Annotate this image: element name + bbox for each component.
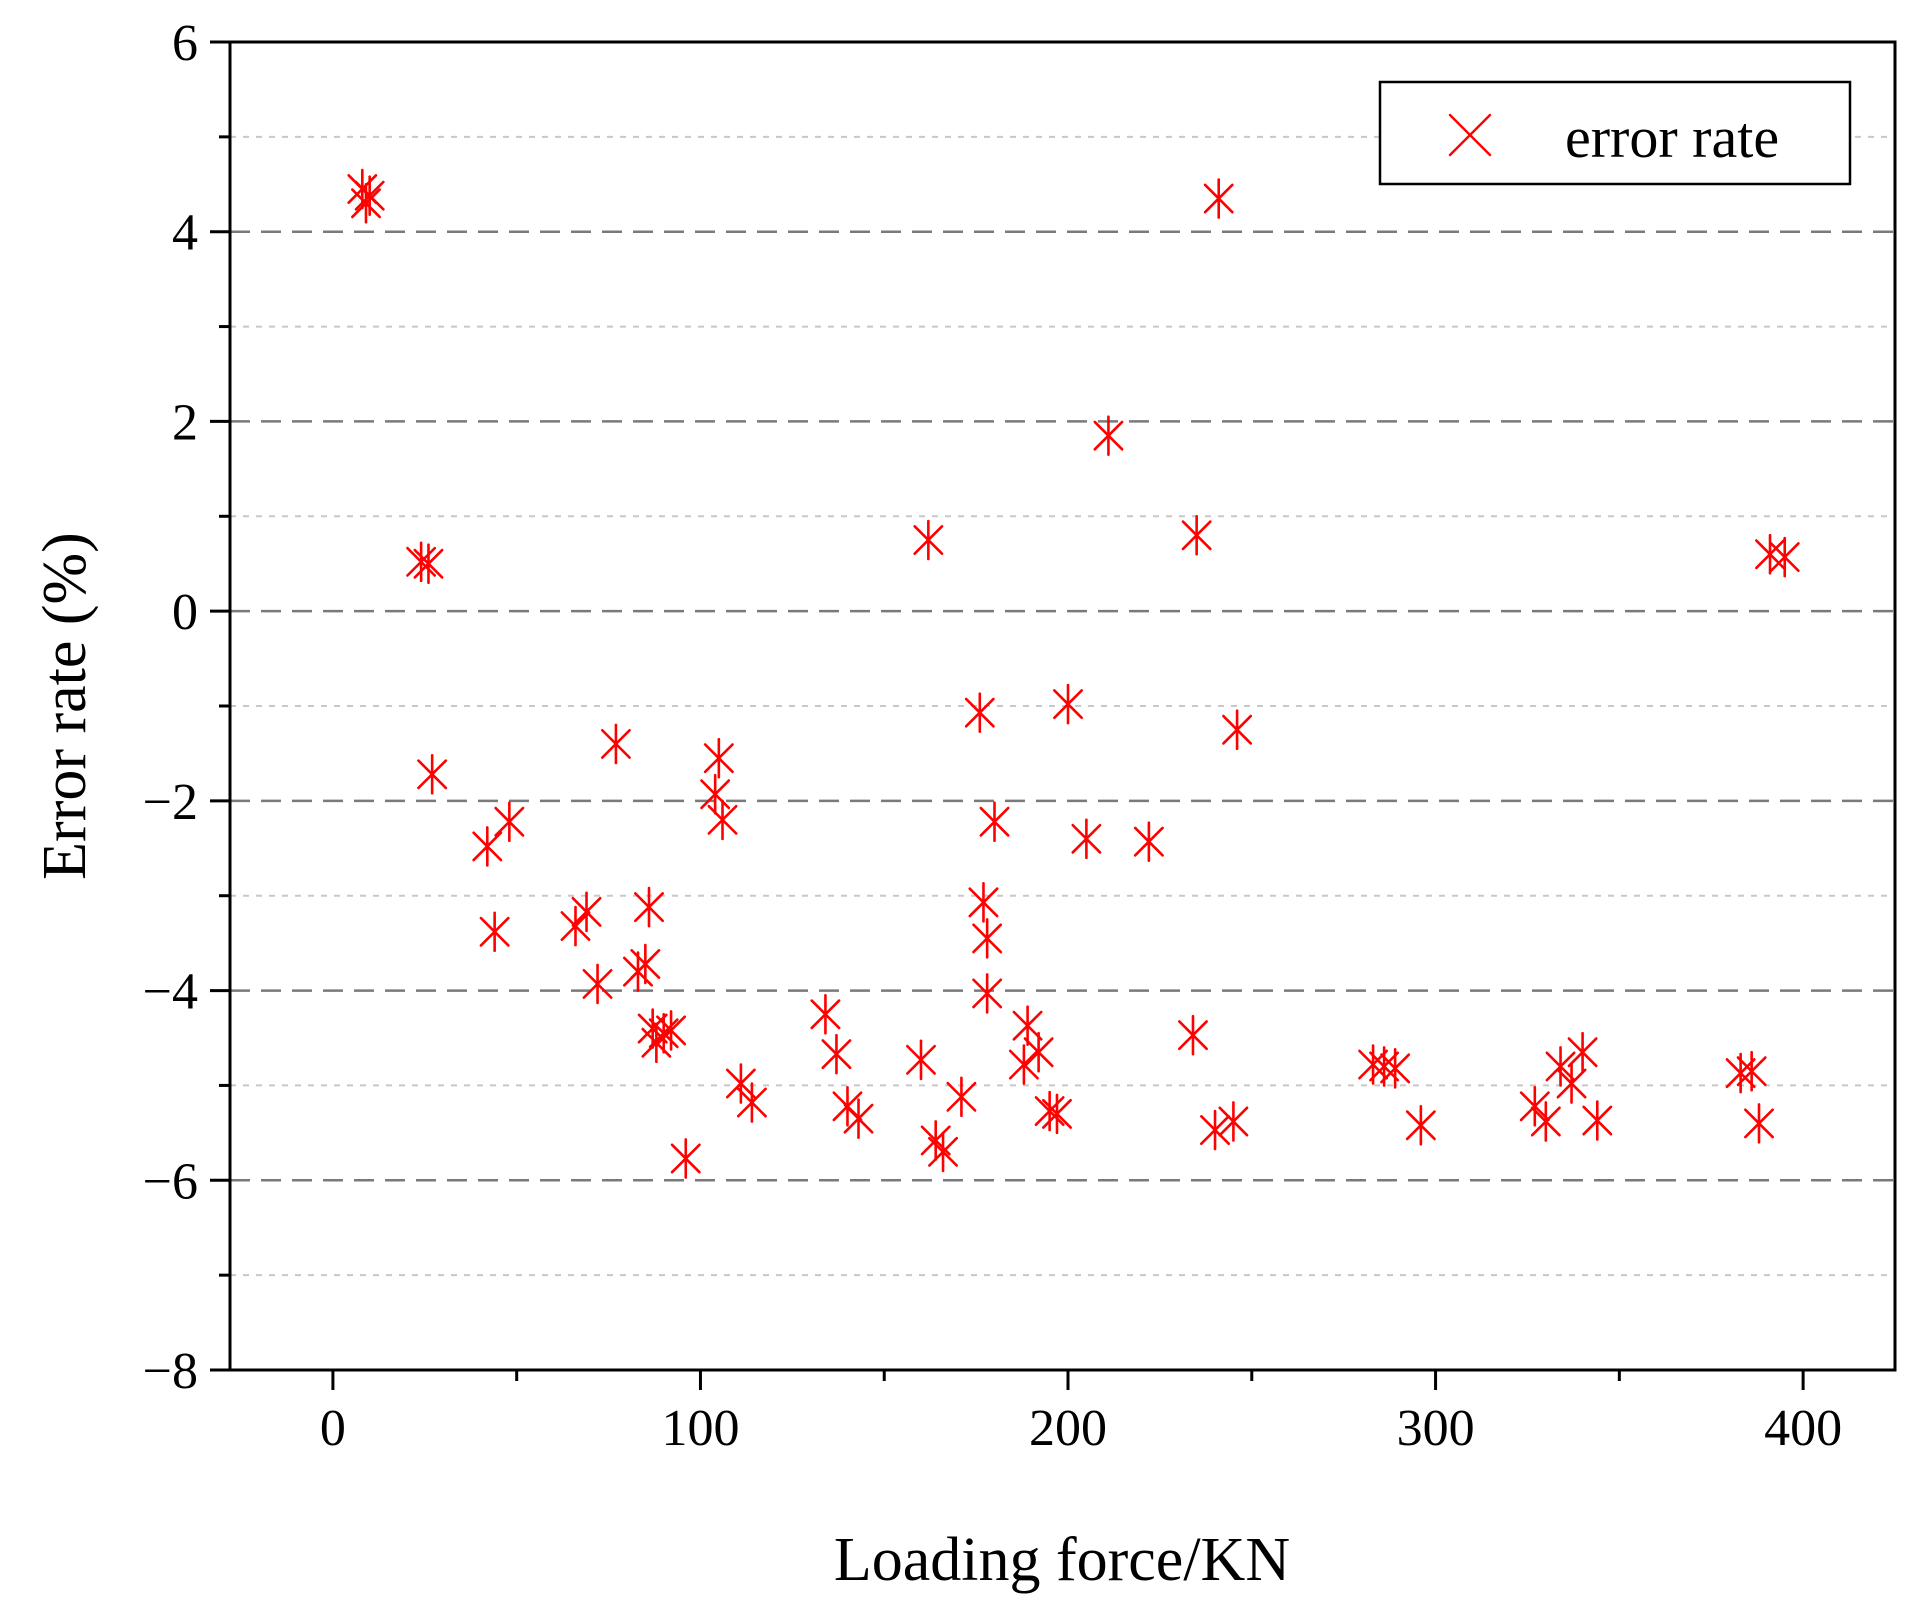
y-tick-label: 2: [172, 394, 198, 451]
data-point: [584, 965, 611, 1003]
data-points: [349, 170, 1799, 1177]
data-point: [1010, 1046, 1037, 1084]
y-axis-ticks: 6 4 2 0 −2 −4 −6 −8: [143, 15, 230, 1400]
data-point: [481, 913, 508, 951]
x-tick-label: 100: [661, 1400, 739, 1457]
data-point: [1771, 538, 1798, 576]
data-point: [966, 694, 993, 732]
data-point: [1179, 1016, 1206, 1054]
legend: error rate: [1380, 82, 1850, 184]
data-point: [418, 755, 445, 793]
data-point: [602, 725, 629, 763]
y-axis-title: Error rate (%): [31, 532, 99, 880]
data-point: [1183, 516, 1210, 554]
data-point: [705, 739, 732, 777]
data-point: [701, 775, 728, 813]
data-point: [1014, 1007, 1041, 1045]
y-tick-label: −6: [143, 1153, 198, 1210]
data-point: [672, 1139, 699, 1177]
y-tick-label: −4: [143, 964, 198, 1021]
data-point: [981, 803, 1008, 841]
x-tick-label: 200: [1029, 1400, 1107, 1457]
data-point: [1073, 820, 1100, 858]
data-point: [907, 1041, 934, 1079]
data-point: [973, 919, 1000, 957]
y-tick-label: −8: [143, 1343, 198, 1400]
data-point: [973, 974, 1000, 1012]
data-point: [738, 1084, 765, 1122]
data-point: [1584, 1102, 1611, 1140]
data-point: [948, 1078, 975, 1116]
data-point: [709, 801, 736, 839]
data-point: [1756, 535, 1783, 573]
grid-lines: [230, 137, 1895, 1275]
data-point: [812, 995, 839, 1033]
y-tick-label: 0: [172, 584, 198, 641]
data-point: [1223, 711, 1250, 749]
data-point: [1745, 1104, 1772, 1142]
data-point: [727, 1065, 754, 1103]
x-axis-title: Loading force/KN: [834, 1526, 1290, 1594]
x-tick-label: 300: [1397, 1400, 1475, 1457]
data-point: [823, 1035, 850, 1073]
y-tick-label: 4: [172, 205, 198, 262]
data-point: [1558, 1065, 1585, 1103]
data-point: [632, 945, 659, 983]
y-tick-label: 6: [172, 15, 198, 72]
data-point: [1407, 1106, 1434, 1144]
x-tick-label: 0: [320, 1400, 346, 1457]
data-point: [915, 521, 942, 559]
data-point: [635, 888, 662, 926]
y-tick-label: −2: [143, 774, 198, 831]
data-point: [970, 883, 997, 921]
data-point: [1025, 1033, 1052, 1071]
data-point: [1054, 685, 1081, 723]
legend-label: error rate: [1565, 105, 1779, 170]
data-point: [1135, 823, 1162, 861]
x-axis-ticks: 0 100 200 300 400: [320, 1370, 1842, 1457]
data-point: [1205, 180, 1232, 218]
x-tick-label: 400: [1764, 1400, 1842, 1457]
